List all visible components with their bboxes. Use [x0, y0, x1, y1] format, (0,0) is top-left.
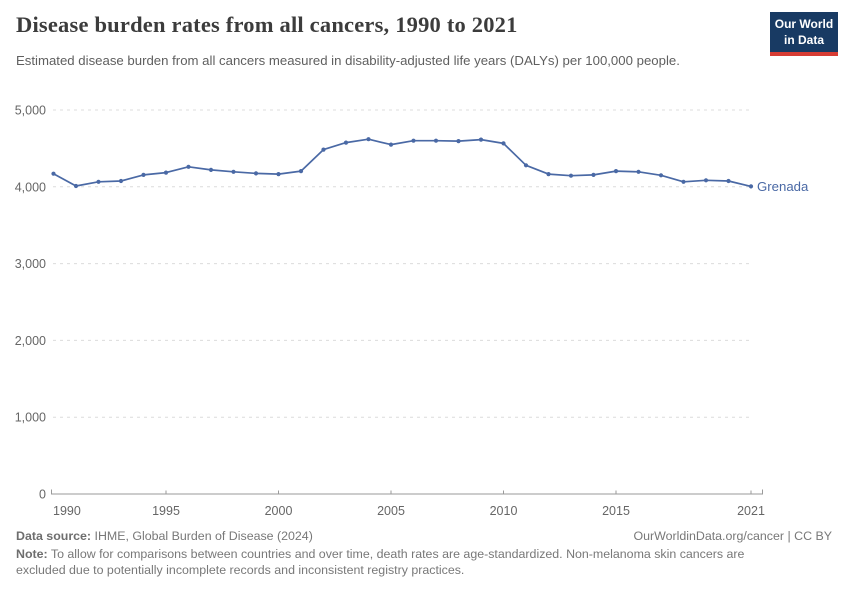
x-axis-tick-label: 2015 — [602, 504, 630, 518]
data-point[interactable] — [186, 164, 191, 169]
x-axis-line — [51, 489, 763, 495]
x-axis-tick-label: 2021 — [737, 504, 765, 518]
y-axis-tick-label: 5,000 — [15, 104, 46, 118]
data-point[interactable] — [298, 169, 304, 174]
data-point[interactable] — [51, 171, 56, 176]
y-axis-tick-label: 2,000 — [15, 334, 46, 348]
x-axis-tick-label: 2005 — [377, 504, 405, 518]
data-point[interactable] — [568, 173, 574, 178]
note-label: Note: — [16, 547, 48, 561]
data-point[interactable] — [208, 167, 214, 172]
page-title: Disease burden rates from all cancers, 1… — [16, 12, 518, 37]
x-axis-tick-label: 1995 — [152, 504, 180, 518]
data-source: Data source: IHME, Global Burden of Dise… — [16, 529, 313, 543]
owid-logo-line2: in Data — [783, 32, 824, 47]
data-point[interactable] — [433, 138, 439, 143]
data-source-text: IHME, Global Burden of Disease (2024) — [91, 529, 313, 543]
owid-link[interactable]: OurWorldinData.org/cancer | CC BY — [633, 529, 832, 543]
y-axis-tick-label: 4,000 — [15, 180, 46, 194]
data-point[interactable] — [343, 140, 349, 145]
data-point[interactable] — [681, 179, 686, 184]
data-point[interactable] — [613, 169, 619, 174]
data-point[interactable] — [591, 172, 596, 177]
data-point[interactable] — [658, 173, 664, 178]
data-point[interactable] — [748, 184, 754, 189]
x-axis-tick-label: 2000 — [265, 504, 293, 518]
data-point[interactable] — [636, 169, 641, 174]
data-point[interactable] — [388, 142, 394, 147]
data-point[interactable] — [253, 171, 259, 176]
data-point[interactable] — [726, 178, 731, 184]
data-point[interactable] — [523, 163, 529, 168]
x-axis-tick-label: 2010 — [490, 504, 518, 518]
data-point[interactable] — [141, 172, 146, 177]
chart-note: Note: To allow for comparisons between c… — [16, 547, 792, 579]
chart-subtitle: Estimated disease burden from all cancer… — [16, 53, 680, 68]
data-point[interactable] — [321, 147, 326, 152]
data-point[interactable] — [703, 178, 709, 183]
data-point[interactable] — [366, 137, 371, 142]
y-axis-tick-label: 3,000 — [15, 257, 46, 271]
note-text: To allow for comparisons between countri… — [16, 547, 745, 577]
data-point[interactable] — [276, 172, 281, 177]
chart-line[interactable] — [52, 138, 752, 188]
data-point[interactable] — [456, 139, 461, 144]
data-point[interactable] — [546, 172, 551, 177]
data-point[interactable] — [73, 183, 79, 189]
data-point[interactable] — [163, 170, 169, 175]
y-axis-tick-label: 0 — [39, 488, 46, 502]
owid-logo[interactable]: Our World in Data — [770, 12, 838, 57]
data-point[interactable] — [411, 138, 416, 143]
data-point[interactable] — [501, 141, 506, 146]
data-point[interactable] — [231, 169, 236, 174]
y-axis-tick-label: 1,000 — [15, 411, 46, 425]
data-source-label: Data source: — [16, 529, 92, 543]
entity-label[interactable]: Grenada — [757, 179, 809, 194]
x-axis-tick-label: 1990 — [53, 504, 81, 518]
chart-footer: Data source: IHME, Global Burden of Dise… — [16, 529, 832, 579]
data-point[interactable] — [118, 178, 124, 184]
owid-logo-line1: Our World — [774, 17, 834, 31]
data-point[interactable] — [96, 179, 101, 184]
data-point[interactable] — [478, 137, 484, 142]
